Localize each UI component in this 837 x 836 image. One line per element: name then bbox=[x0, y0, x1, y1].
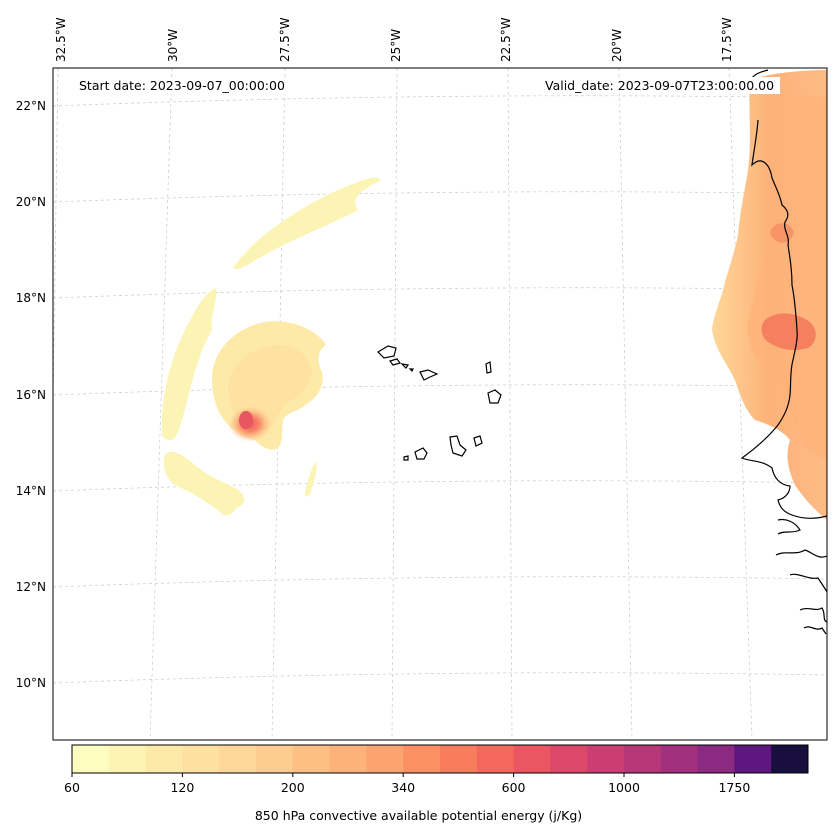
colorbar-segment bbox=[476, 745, 515, 773]
start-date-annotation: Start date: 2023-09-07_00:00:00 bbox=[73, 77, 291, 94]
cape-field bbox=[161, 70, 827, 520]
colorbar-segment bbox=[292, 745, 331, 773]
longitude-label: 27.5°W bbox=[278, 17, 292, 62]
colorbar-tick-label: 120 bbox=[170, 780, 194, 795]
colorbar-title: 850 hPa convective available potential e… bbox=[254, 808, 583, 823]
colorbar-tick-label: 340 bbox=[391, 780, 415, 795]
colorbar bbox=[71, 744, 809, 774]
colorbar-segment bbox=[734, 745, 772, 773]
longitude-label: 20°W bbox=[610, 29, 624, 62]
colorbar-segment bbox=[329, 745, 367, 773]
colorbar-segment bbox=[440, 745, 478, 773]
colorbar-tick-label: 60 bbox=[64, 780, 80, 795]
graticule bbox=[53, 68, 827, 740]
longitude-label: 22.5°W bbox=[499, 17, 513, 62]
colorbar-tick-label: 1000 bbox=[608, 780, 640, 795]
colorbar-segment bbox=[513, 745, 551, 773]
colorbar-segment bbox=[182, 745, 220, 773]
colorbar-segment bbox=[771, 745, 809, 773]
longitude-labels: 32.5°W 30°W 27.5°W 25°W 22.5°W 20°W 17.5°W bbox=[54, 17, 734, 62]
colorbar-tick-label: 600 bbox=[502, 780, 526, 795]
cape-verde-islands bbox=[377, 345, 502, 461]
colorbar-segment bbox=[550, 745, 588, 773]
colorbar-segment bbox=[624, 745, 662, 773]
colorbar-segment bbox=[108, 745, 147, 773]
latitude-label: 20°N bbox=[16, 195, 46, 209]
colorbar-segment bbox=[366, 745, 404, 773]
longitude-label: 25°W bbox=[389, 29, 403, 62]
colorbar-ticks: 60 120 200 340 600 1000 1750 bbox=[64, 773, 750, 795]
colorbar-tick-label: 1750 bbox=[718, 780, 750, 795]
colorbar-segment bbox=[660, 745, 699, 773]
longitude-label: 30°W bbox=[166, 29, 180, 62]
latitude-label: 12°N bbox=[16, 580, 46, 594]
colorbar-segment bbox=[403, 745, 441, 773]
latitude-label: 14°N bbox=[16, 484, 46, 498]
latitude-labels: 22°N 20°N 18°N 16°N 14°N 12°N 10°N bbox=[16, 99, 46, 690]
colorbar-segment bbox=[256, 745, 294, 773]
colorbar-frame bbox=[71, 744, 809, 774]
latitude-label: 22°N bbox=[16, 99, 46, 113]
colorbar-segment bbox=[72, 745, 110, 773]
colorbar-segment bbox=[697, 745, 735, 773]
colorbar-segment bbox=[219, 745, 257, 773]
colorbar-segment bbox=[587, 745, 625, 773]
valid-date-annotation: Valid_date: 2023-09-07T23:00:00.00 bbox=[539, 77, 781, 94]
longitude-label: 17.5°W bbox=[720, 17, 734, 62]
africa-coastline bbox=[740, 69, 827, 635]
colorbar-tick-label: 200 bbox=[281, 780, 305, 795]
colorbar-segment bbox=[145, 745, 183, 773]
latitude-label: 10°N bbox=[16, 676, 46, 690]
longitude-label: 32.5°W bbox=[54, 17, 68, 62]
latitude-label: 18°N bbox=[16, 291, 46, 305]
latitude-label: 16°N bbox=[16, 388, 46, 402]
map-frame bbox=[52, 67, 828, 741]
